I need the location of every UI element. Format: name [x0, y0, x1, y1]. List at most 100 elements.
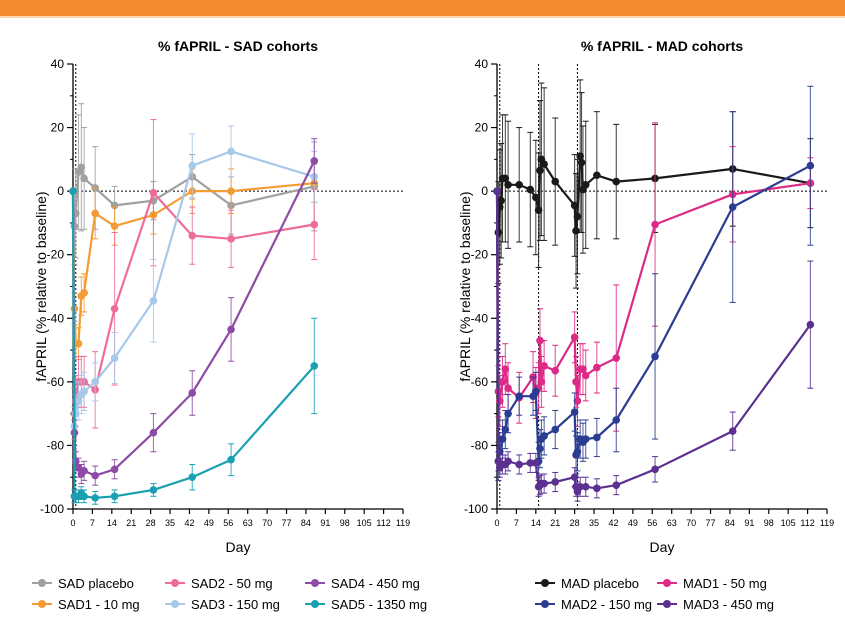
legend-entry: SAD4 - 450 mg [331, 576, 420, 591]
legend-entry: SAD3 - 150 mg [191, 597, 280, 612]
y-tick-label: 20 [51, 121, 65, 135]
data-point [576, 482, 584, 491]
data-point [110, 492, 119, 501]
series-line [71, 160, 316, 477]
series-sad4-450-mg [69, 138, 319, 486]
y-tick-label: 40 [475, 57, 489, 71]
data-point [593, 484, 601, 493]
data-point [188, 161, 197, 170]
chart-title: % fAPRIL - SAD cohorts [158, 38, 318, 54]
data-point [526, 185, 535, 194]
data-point [570, 333, 579, 342]
x-tick-label: 119 [820, 518, 834, 528]
x-tick-label: 98 [764, 518, 774, 528]
y-tick-label: 0 [481, 184, 488, 198]
x-tick-label: 49 [628, 518, 638, 528]
data-point [612, 481, 621, 489]
data-point [501, 174, 510, 183]
x-tick-label: 14 [531, 518, 541, 528]
data-point [110, 465, 119, 474]
x-tick-label: 35 [589, 518, 599, 528]
data-point [227, 147, 235, 156]
x-tick-label: 105 [357, 518, 372, 528]
data-point [532, 193, 540, 202]
x-tick-label: 28 [146, 518, 156, 528]
data-point [493, 187, 501, 195]
data-point [540, 432, 548, 440]
legend-entry: MAD2 - 150 mg [561, 597, 652, 612]
x-tick-label: 42 [184, 518, 194, 528]
y-tick-label: -20 [471, 248, 489, 262]
data-point [498, 378, 507, 386]
x-tick-label: 63 [667, 518, 677, 528]
x-tick-label: 21 [550, 518, 560, 528]
data-point [91, 494, 99, 502]
data-point [504, 384, 512, 393]
data-point [227, 235, 235, 243]
y-tick-label: -20 [47, 248, 65, 262]
x-tick-label: 49 [204, 518, 214, 528]
data-point [80, 289, 88, 297]
data-point [540, 362, 548, 370]
data-point [149, 486, 158, 494]
data-point [581, 435, 590, 443]
x-axis-label: Day [226, 539, 251, 555]
x-tick-label: 14 [107, 518, 117, 528]
data-point [310, 157, 319, 165]
y-tick-label: 40 [51, 57, 65, 71]
legend-entry: MAD1 - 50 mg [683, 576, 767, 591]
data-point [80, 174, 88, 183]
data-point [227, 455, 235, 464]
data-point [581, 371, 590, 380]
data-point [227, 187, 235, 195]
x-tick-label: 7 [514, 518, 519, 528]
data-point [310, 220, 319, 229]
legend-swatch-marker [171, 579, 179, 587]
x-tick-label: 84 [301, 518, 311, 528]
data-point [612, 177, 621, 186]
data-point [551, 425, 560, 434]
x-tick-label: 119 [396, 518, 410, 528]
legend-entry: MAD3 - 450 mg [683, 597, 774, 612]
data-point [570, 201, 579, 210]
data-point [515, 460, 523, 469]
data-point [573, 212, 582, 221]
data-point [532, 387, 540, 396]
data-point [551, 478, 560, 486]
chart-title: % fAPRIL - MAD cohorts [581, 38, 744, 54]
y-tick-label: -80 [471, 438, 489, 452]
data-point [501, 365, 510, 373]
data-point [540, 160, 548, 168]
data-point [806, 320, 815, 329]
data-point [806, 161, 815, 170]
x-tick-label: 112 [376, 518, 390, 528]
data-point [69, 187, 77, 195]
chart-panel-1: % fAPRIL - MAD cohorts fAPRIL (% relative… [457, 38, 834, 612]
data-point [91, 471, 99, 480]
legend-swatch-marker [38, 600, 46, 608]
data-point [188, 473, 197, 482]
y-tick-label: -100 [40, 502, 64, 516]
legend-swatch-marker [541, 600, 549, 608]
data-point [551, 366, 560, 375]
data-point [526, 459, 535, 467]
data-point [91, 378, 99, 386]
data-point [188, 389, 197, 397]
y-tick-label: -80 [47, 438, 65, 452]
data-point [537, 378, 546, 386]
data-point [498, 435, 507, 443]
data-point [581, 180, 590, 189]
x-tick-label: 63 [243, 518, 253, 528]
legend-swatch-marker [663, 579, 671, 587]
data-point [80, 467, 88, 475]
legend-entry: SAD placebo [58, 576, 134, 591]
data-point [149, 297, 158, 305]
data-point [534, 206, 543, 215]
data-point [572, 378, 580, 386]
data-point [576, 152, 584, 160]
data-point [612, 354, 621, 362]
x-axis-label: Day [650, 539, 675, 555]
x-tick-label: 42 [608, 518, 618, 528]
data-point [593, 171, 601, 180]
